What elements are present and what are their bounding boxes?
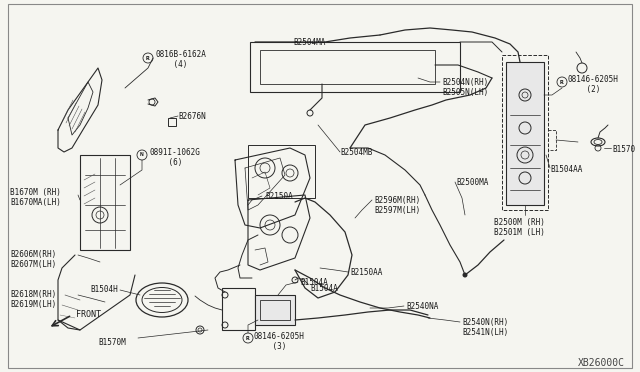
Text: B2505N(LH): B2505N(LH) [442,88,488,97]
Bar [502,55,548,210]
Circle shape [463,273,467,278]
Text: N: N [140,153,144,157]
Text: XB26000C: XB26000C [578,358,625,368]
Text: B2501M (LH): B2501M (LH) [494,228,545,237]
Text: B2540NA: B2540NA [406,302,438,311]
Bar [222,288,255,330]
Text: (6): (6) [150,158,182,167]
Text: B2619M(LH): B2619M(LH) [10,300,56,309]
Text: B2150A: B2150A [265,192,292,201]
Bar [250,42,460,92]
Text: B1504AA: B1504AA [550,165,582,174]
Text: 08146-6205H: 08146-6205H [568,75,619,84]
Text: B2500M (RH): B2500M (RH) [494,218,545,227]
Text: (2): (2) [568,85,600,94]
Text: B1570M: B1570M [98,338,125,347]
Text: B2607M(LH): B2607M(LH) [10,260,56,269]
Bar [248,145,315,198]
Text: B1504A: B1504A [300,278,328,287]
Bar [80,155,130,250]
Text: R: R [246,336,250,340]
Text: 0891I-1062G: 0891I-1062G [150,148,201,157]
Text: B2606M(RH): B2606M(RH) [10,250,56,259]
Bar [506,62,544,205]
Text: B1570: B1570 [612,145,635,154]
Bar [260,50,435,84]
Text: B1670MA(LH): B1670MA(LH) [10,198,61,207]
Text: B2618M(RH): B2618M(RH) [10,290,56,299]
Text: R: R [560,80,564,84]
Text: B1504H: B1504H [90,285,118,294]
Text: B2500MA: B2500MA [456,178,488,187]
Text: B2504MB: B2504MB [340,148,372,157]
Bar [255,295,295,325]
Text: (4): (4) [155,60,188,69]
Text: 08146-6205H: 08146-6205H [254,332,305,341]
Text: B1504A: B1504A [310,284,338,293]
Text: B2541N(LH): B2541N(LH) [462,328,508,337]
Text: FRONT: FRONT [76,310,101,319]
Text: R: R [146,55,150,61]
Text: 0816B-6162A: 0816B-6162A [155,50,206,59]
Text: (3): (3) [254,342,286,351]
Bar [168,118,176,126]
Text: B2540N(RH): B2540N(RH) [462,318,508,327]
Text: B1670M (RH): B1670M (RH) [10,188,61,197]
Text: B2597M(LH): B2597M(LH) [374,206,420,215]
Text: B2150AA: B2150AA [350,268,382,277]
Text: B2504MA: B2504MA [294,38,326,47]
Bar [260,300,290,320]
Text: B2596M(RH): B2596M(RH) [374,196,420,205]
Text: B2676N: B2676N [178,112,205,121]
Text: B2504N(RH): B2504N(RH) [442,78,488,87]
